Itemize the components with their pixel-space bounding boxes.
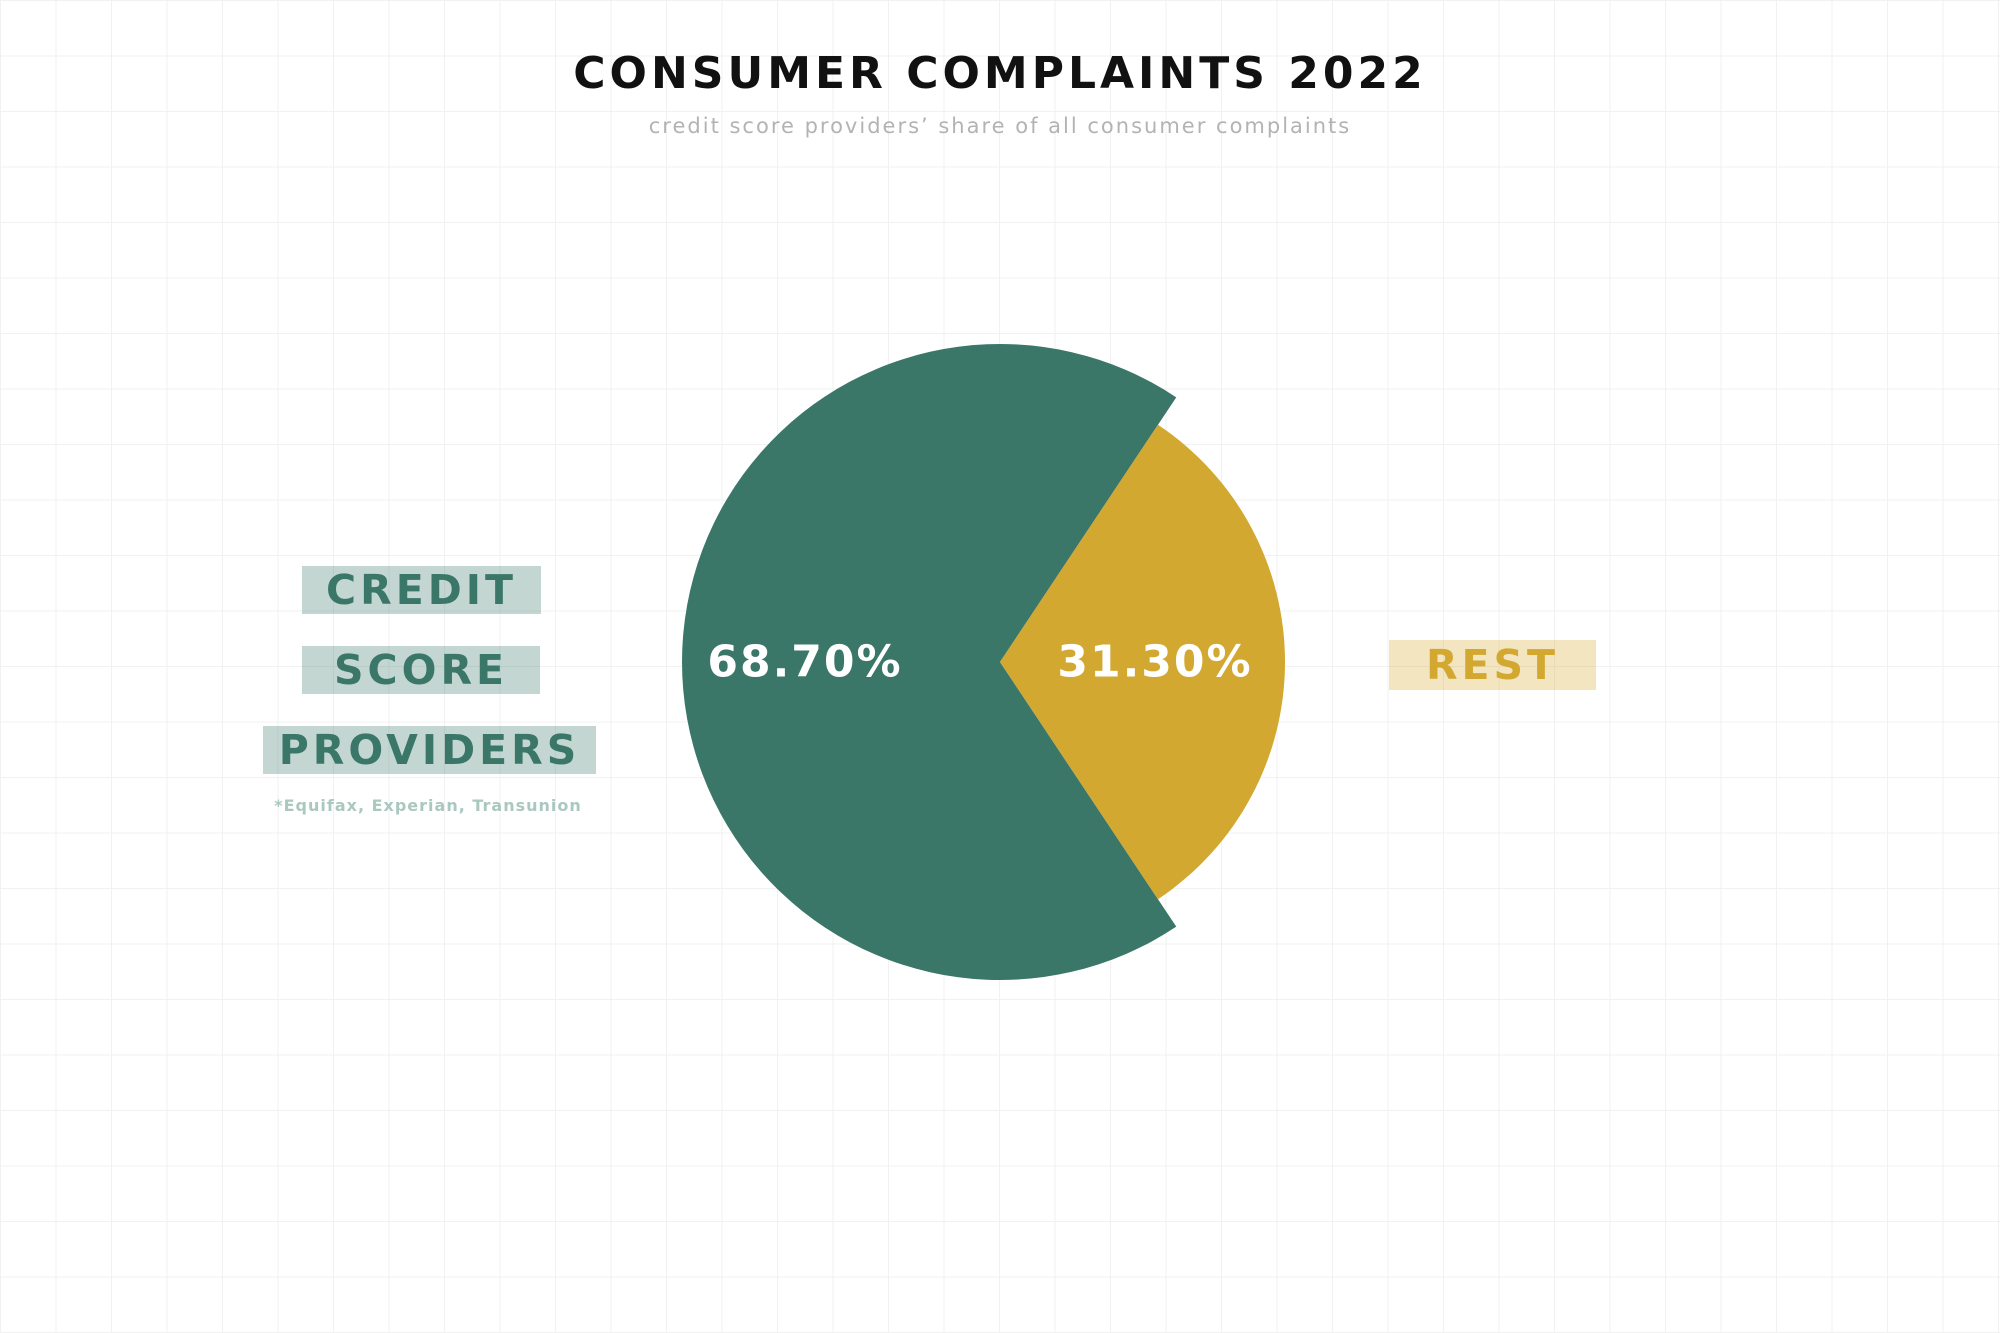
pie-value-label-credit-score-providers: 68.70% bbox=[707, 637, 902, 688]
category-label-rest: REST bbox=[1389, 640, 1596, 690]
category-label-score: SCORE bbox=[302, 646, 540, 694]
chart-title: CONSUMER COMPLAINTS 2022 bbox=[573, 48, 1427, 99]
pie-value-label-rest: 31.30% bbox=[1057, 637, 1252, 688]
chart-subtitle: credit score providers’ share of all con… bbox=[648, 114, 1352, 138]
category-label-providers: PROVIDERS bbox=[263, 726, 596, 774]
pie-slice-credit-score-providers bbox=[681, 343, 1177, 981]
provider-footnote: *Equifax, Experian, Transunion bbox=[274, 796, 582, 815]
pie-slice-rest bbox=[1000, 424, 1285, 900]
category-label-credit: CREDIT bbox=[302, 566, 541, 614]
